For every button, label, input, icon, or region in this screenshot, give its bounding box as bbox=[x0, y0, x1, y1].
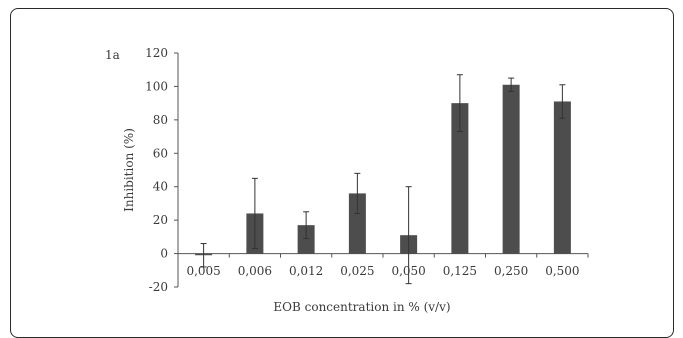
x-tick-label: 0,012 bbox=[289, 264, 323, 278]
error-bars bbox=[200, 74, 566, 285]
x-tick-label: 0,125 bbox=[443, 264, 477, 278]
y-tick-label: 100 bbox=[145, 79, 168, 93]
bar bbox=[348, 193, 366, 254]
panel-label: 1a bbox=[105, 48, 120, 62]
y-tick-label: 40 bbox=[153, 180, 168, 194]
x-tick-label: 0,050 bbox=[391, 264, 425, 278]
y-tick-label: 60 bbox=[153, 146, 168, 160]
y-axis: -20 0 20 40 60 80 100 120 bbox=[145, 46, 179, 294]
bar bbox=[553, 101, 571, 254]
x-tick-label: 0,006 bbox=[238, 264, 272, 278]
x-tick-label: 0,250 bbox=[494, 264, 528, 278]
x-tick-label: 0,005 bbox=[186, 264, 220, 278]
bar bbox=[451, 103, 469, 254]
y-tick-label: 20 bbox=[153, 213, 168, 227]
y-tick-label: -20 bbox=[149, 280, 168, 294]
x-tick-label: 0,500 bbox=[545, 264, 579, 278]
y-tick-label: 120 bbox=[145, 46, 168, 60]
bars bbox=[195, 84, 571, 256]
x-axis-title: EOB concentration in % (v/v) bbox=[273, 300, 450, 314]
y-axis-title: Inhibition (%) bbox=[122, 128, 136, 212]
bar bbox=[502, 84, 520, 254]
y-tick-label: 0 bbox=[160, 247, 168, 261]
x-tick-label: 0,025 bbox=[340, 264, 374, 278]
x-tick-labels: 0,005 0,006 0,012 0,025 0,050 0,125 0,250 0,500 bbox=[186, 264, 579, 278]
x-axis bbox=[177, 253, 589, 258]
y-tick-label: 80 bbox=[153, 113, 168, 127]
bar bbox=[297, 225, 315, 254]
